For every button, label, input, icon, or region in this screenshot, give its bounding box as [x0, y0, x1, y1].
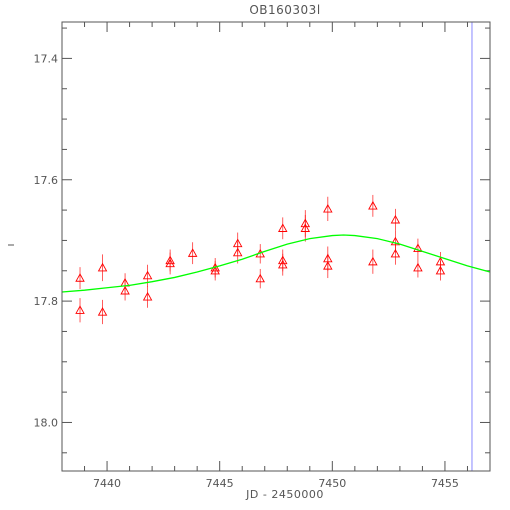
data-point: [142, 291, 153, 301]
data-point: [413, 262, 423, 272]
x-axis-label: JD - 2450000: [245, 488, 324, 501]
y-tick-label: 17.4: [34, 52, 59, 65]
data-point: [232, 247, 243, 257]
x-tick-label: 7450: [318, 477, 346, 490]
model-curve: [61, 234, 491, 293]
data-point: [165, 258, 175, 268]
data-point: [277, 259, 288, 269]
data-point: [97, 307, 108, 316]
plot-area: 7440 7445 7450 7455 17.4 17.6 17.8 18.0: [8, 22, 491, 490]
chart-title: OB160303l: [249, 3, 320, 17]
data-point: [210, 265, 220, 275]
data-point: [323, 203, 333, 213]
data-point: [390, 248, 401, 258]
data-point: [75, 273, 85, 282]
data-point: [97, 262, 108, 272]
x-tick-label: 7440: [93, 477, 121, 490]
data-point: [413, 243, 423, 252]
data-point: [120, 285, 130, 295]
data-point: [323, 260, 333, 270]
data-point: [390, 214, 401, 224]
y-tick-label: 17.6: [34, 174, 59, 187]
data-point: [435, 265, 446, 275]
data-point: [187, 248, 198, 257]
data-point: [368, 200, 378, 210]
y-tick-label: 18.0: [34, 416, 59, 429]
plot-frame: [61, 21, 491, 472]
data-point: [300, 223, 311, 232]
data-point: [75, 305, 85, 314]
x-tick-label: 7455: [431, 477, 459, 490]
data-point: [368, 256, 378, 266]
data-point: [277, 223, 288, 232]
x-tick-label: 7445: [206, 477, 234, 490]
data-point: [142, 270, 153, 280]
data-point: [255, 273, 265, 283]
y-tick-label: 17.8: [34, 295, 59, 308]
